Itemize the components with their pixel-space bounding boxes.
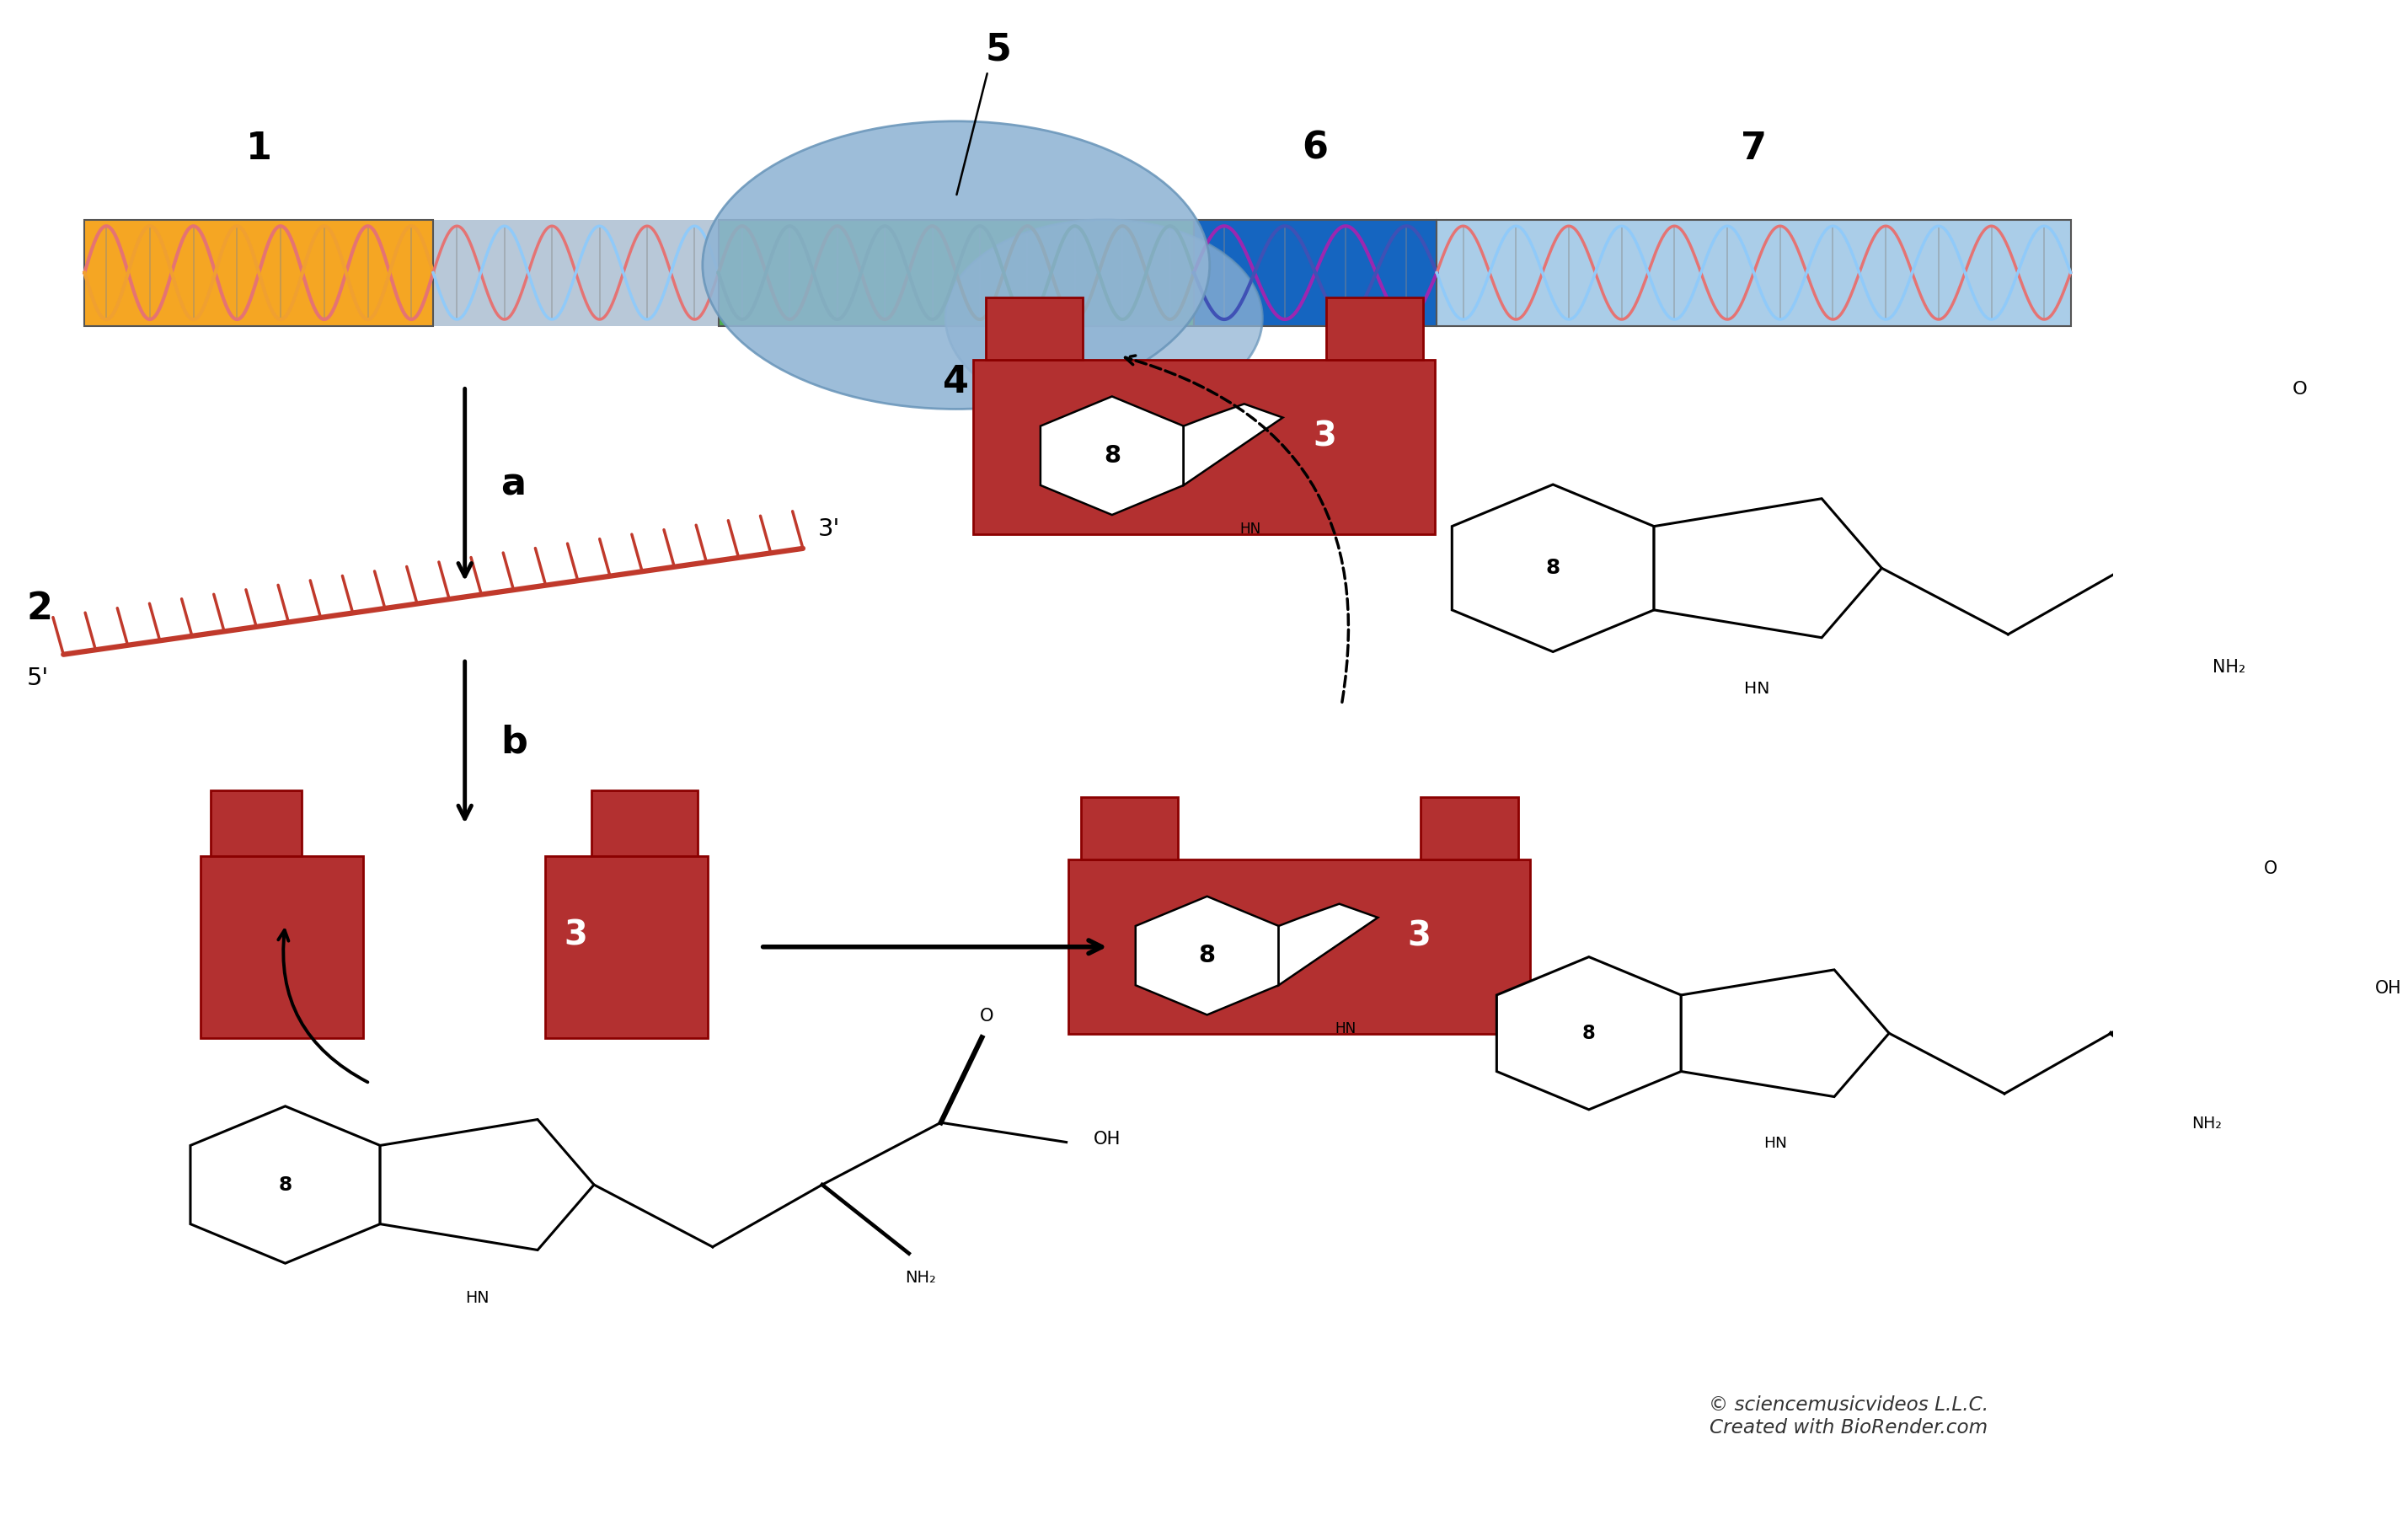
Text: 1: 1	[246, 130, 272, 167]
FancyBboxPatch shape	[1421, 797, 1517, 861]
FancyBboxPatch shape	[973, 361, 1435, 535]
Text: 5: 5	[985, 32, 1011, 68]
Text: NH₂: NH₂	[2191, 1117, 2223, 1132]
Text: 3: 3	[563, 920, 588, 953]
Text: 8: 8	[1582, 1024, 1597, 1042]
Text: 8: 8	[1546, 558, 1560, 579]
Text: NH₂: NH₂	[905, 1270, 937, 1286]
Text: O: O	[2264, 861, 2278, 877]
FancyBboxPatch shape	[212, 791, 301, 856]
Text: OH: OH	[1093, 1130, 1122, 1147]
FancyBboxPatch shape	[1194, 220, 1438, 326]
Polygon shape	[1654, 498, 1881, 638]
Polygon shape	[190, 1106, 380, 1264]
Text: HN: HN	[1763, 1136, 1787, 1151]
Text: 3: 3	[1312, 420, 1336, 453]
Text: 3: 3	[1409, 920, 1430, 953]
FancyBboxPatch shape	[433, 220, 718, 326]
Text: b: b	[501, 724, 527, 761]
FancyBboxPatch shape	[985, 297, 1084, 361]
Text: NH₂: NH₂	[2213, 659, 2247, 676]
Ellipse shape	[946, 220, 1262, 417]
Polygon shape	[380, 1120, 595, 1250]
FancyBboxPatch shape	[84, 220, 433, 326]
FancyBboxPatch shape	[1327, 297, 1423, 361]
FancyBboxPatch shape	[547, 856, 708, 1038]
Text: 8: 8	[279, 1176, 291, 1194]
Ellipse shape	[703, 121, 1209, 409]
Text: O: O	[2292, 380, 2307, 397]
FancyBboxPatch shape	[1081, 797, 1178, 861]
Text: HN: HN	[465, 1291, 489, 1306]
Text: 2: 2	[26, 591, 53, 627]
Polygon shape	[1279, 904, 1377, 985]
Polygon shape	[1137, 897, 1279, 1015]
FancyBboxPatch shape	[592, 791, 698, 856]
Polygon shape	[1185, 405, 1283, 485]
Text: HN: HN	[1334, 1021, 1356, 1036]
Text: © sciencemusicvideos L.L.C.
Created with BioRender.com: © sciencemusicvideos L.L.C. Created with…	[1710, 1395, 1989, 1438]
Text: 8: 8	[1199, 944, 1216, 968]
FancyBboxPatch shape	[1069, 861, 1529, 1033]
Text: a: a	[501, 467, 525, 503]
Text: HN: HN	[1743, 680, 1770, 697]
FancyBboxPatch shape	[718, 220, 1194, 326]
Polygon shape	[1040, 397, 1185, 515]
Polygon shape	[1681, 970, 1888, 1097]
Text: OH: OH	[2374, 980, 2401, 997]
Text: HN: HN	[1240, 521, 1262, 536]
Text: 6: 6	[1303, 130, 1329, 167]
FancyBboxPatch shape	[1438, 220, 2071, 326]
Polygon shape	[1452, 485, 1654, 651]
Text: O: O	[980, 1007, 995, 1024]
Text: 5': 5'	[26, 667, 48, 691]
Text: 4: 4	[944, 364, 968, 400]
FancyBboxPatch shape	[200, 856, 364, 1038]
Text: 8: 8	[1103, 444, 1120, 468]
Polygon shape	[1498, 957, 1681, 1109]
Text: 3': 3'	[819, 517, 840, 541]
Text: 7: 7	[1741, 130, 1767, 167]
